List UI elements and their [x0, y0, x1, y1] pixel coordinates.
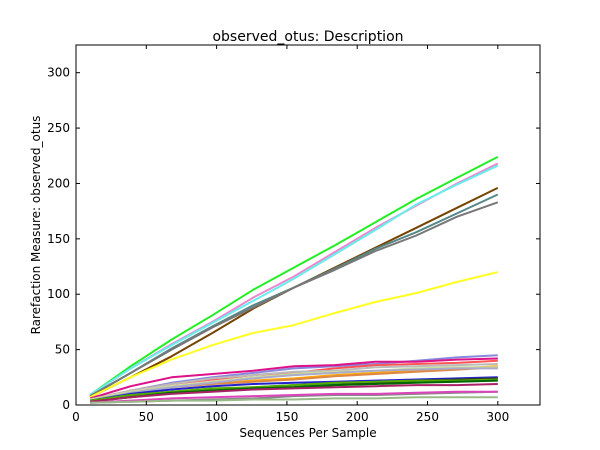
plot-frame — [75, 44, 541, 406]
x-axis-title: Sequences Per Sample — [239, 426, 376, 440]
series-line-15 — [89, 367, 498, 402]
series-group — [89, 156, 499, 404]
axis-ticks: 0 50 100 150 200 250 300 0 50 100 150 200 250 300 — [47, 45, 540, 424]
y-tick-label: 250 — [47, 121, 70, 135]
x-tick-label: 250 — [416, 410, 439, 424]
series-line-24 — [90, 396, 498, 404]
series-line-16 — [89, 376, 498, 402]
y-tick-label: 200 — [47, 176, 70, 190]
y-tick-label: 150 — [47, 232, 70, 246]
x-tick-label: 300 — [486, 410, 509, 424]
series-line-3 — [89, 164, 499, 396]
series-line-1 — [89, 156, 499, 396]
y-axis-title: Rarefaction Measure: observed_otus — [29, 116, 43, 335]
x-tick-label: 200 — [346, 410, 369, 424]
chart-title: observed_otus: Description — [212, 29, 403, 45]
series-line-19 — [89, 378, 498, 402]
series-line-6 — [89, 201, 499, 397]
x-tick-label: 50 — [139, 410, 154, 424]
series-line-9 — [89, 357, 498, 400]
series-line-21 — [89, 383, 498, 403]
y-tick-label: 300 — [47, 66, 70, 80]
x-tick-label: 100 — [205, 410, 228, 424]
series-line-7 — [89, 271, 499, 399]
y-tick-label: 50 — [55, 343, 70, 357]
series-line-23 — [90, 390, 498, 404]
y-tick-label: 0 — [62, 398, 70, 412]
y-tick-label: 100 — [47, 287, 70, 301]
series-line-13 — [89, 363, 498, 401]
x-tick-label: 0 — [72, 410, 80, 424]
x-tick-label: 150 — [275, 410, 298, 424]
series-line-14 — [89, 366, 498, 401]
